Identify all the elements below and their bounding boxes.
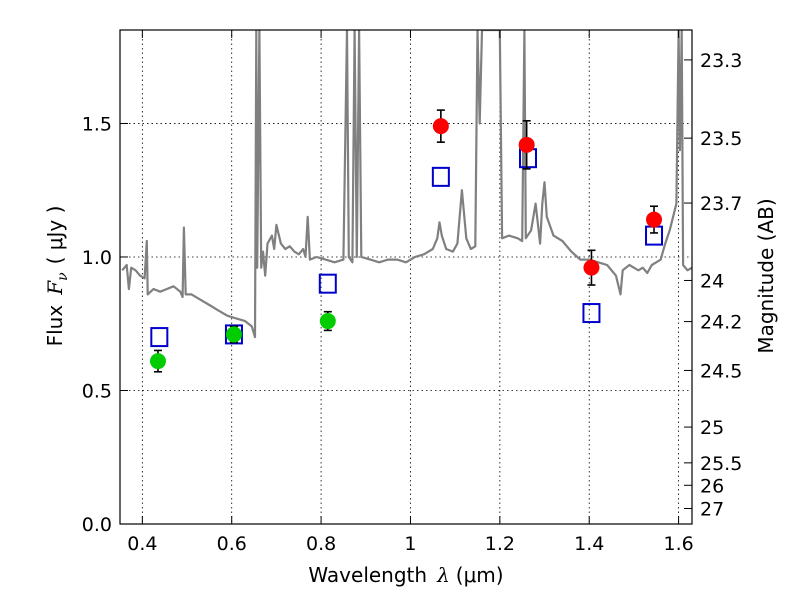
x-tick-label: 0.6 <box>217 533 247 555</box>
right-tick-label: 25.5 <box>700 453 742 475</box>
x-tick-label: 1 <box>404 533 416 555</box>
y-axis-label-text: Flux <box>43 305 67 347</box>
right-tick-label: 24 <box>700 270 724 292</box>
observed-point <box>319 313 336 330</box>
right-tick-label: 24.2 <box>700 312 742 334</box>
right-axis-label: Magnitude (AB) <box>754 198 778 353</box>
y-tick-label: 0.5 <box>82 380 112 402</box>
x-tick-label: 1.2 <box>485 533 515 555</box>
observed-point <box>518 136 535 153</box>
right-tick-label: 27 <box>700 499 724 521</box>
spectrum-line <box>121 30 692 339</box>
x-tick-label: 0.4 <box>127 533 157 555</box>
right-tick-label: 23.7 <box>700 193 742 215</box>
right-tick-label: 23.5 <box>700 128 742 150</box>
y-axis-subscript: ν <box>55 272 71 281</box>
x-axis-symbol: λ <box>436 563 450 587</box>
right-tick-label: 24.5 <box>700 360 742 382</box>
axis-ticks: 0.4 0.6 0.8 1 1.2 1.4 1.6 0.0 0.5 1.0 1.5 23.3 23.5 2… <box>82 30 742 555</box>
model-photometry-square <box>582 303 601 324</box>
right-tick-label: 23.3 <box>700 50 742 72</box>
y-tick-label: 0.0 <box>82 514 112 536</box>
grid <box>120 30 692 525</box>
plot-frame <box>119 29 693 525</box>
observed-point <box>646 211 663 228</box>
right-tick-label: 25 <box>700 417 724 439</box>
right-tick-label: 26 <box>700 475 724 497</box>
axes-frame <box>119 29 693 525</box>
x-tick-label: 1.4 <box>574 533 604 555</box>
observed-point <box>583 259 600 276</box>
y-tick-label: 1.0 <box>82 247 112 269</box>
model-photometry-square <box>431 166 450 187</box>
observed-point <box>432 118 449 135</box>
observed-point <box>225 326 242 343</box>
y-axis-unit: ( μJy ) <box>43 206 67 265</box>
x-axis-label-text: Wavelength <box>308 563 427 587</box>
y-axis-symbol: F <box>43 280 67 296</box>
x-axis-label: Wavelength λ (μm) <box>308 563 503 587</box>
x-tick-label: 0.8 <box>306 533 336 555</box>
x-tick-label: 1.6 <box>663 533 693 555</box>
model-photometry-square <box>150 327 169 348</box>
y-tick-label: 1.5 <box>82 113 112 135</box>
model-photometry-square <box>318 273 337 294</box>
spectrum-layer <box>121 30 692 339</box>
observed-point <box>149 353 166 370</box>
data-points-layer <box>149 109 664 373</box>
y-axis-label: Flux Fν ( μJy ) <box>43 206 71 347</box>
x-axis-unit: (μm) <box>456 563 504 587</box>
